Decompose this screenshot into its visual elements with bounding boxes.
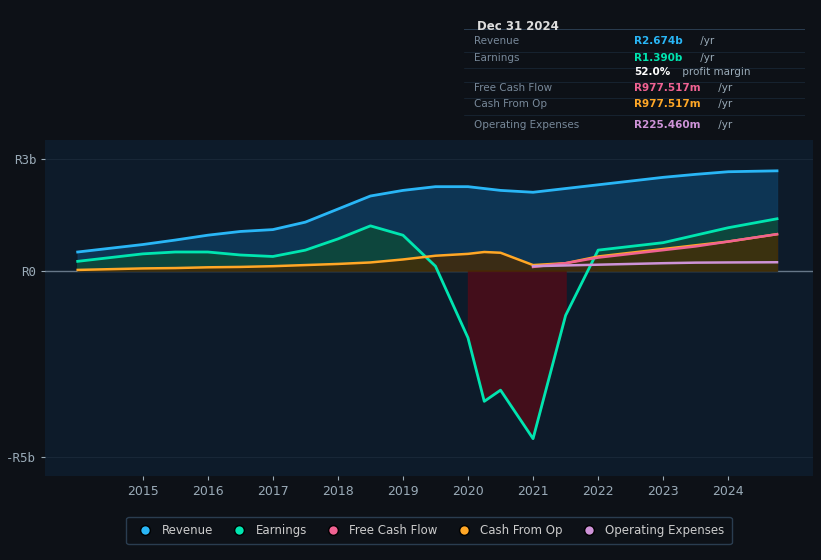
Text: R1.390b: R1.390b	[635, 53, 682, 63]
Legend: Revenue, Earnings, Free Cash Flow, Cash From Op, Operating Expenses: Revenue, Earnings, Free Cash Flow, Cash …	[126, 517, 732, 544]
Text: 52.0%: 52.0%	[635, 67, 671, 77]
Text: profit margin: profit margin	[679, 67, 750, 77]
Text: Cash From Op: Cash From Op	[474, 100, 547, 109]
Text: /yr: /yr	[715, 83, 732, 93]
Text: /yr: /yr	[715, 120, 732, 129]
Text: Earnings: Earnings	[474, 53, 520, 63]
Text: R2.674b: R2.674b	[635, 36, 683, 46]
Text: R977.517m: R977.517m	[635, 100, 701, 109]
Text: Free Cash Flow: Free Cash Flow	[474, 83, 553, 93]
Text: R977.517m: R977.517m	[635, 83, 701, 93]
Text: R225.460m: R225.460m	[635, 120, 700, 129]
Text: /yr: /yr	[697, 53, 714, 63]
Text: Operating Expenses: Operating Expenses	[474, 120, 580, 129]
Text: Revenue: Revenue	[474, 36, 519, 46]
Text: Dec 31 2024: Dec 31 2024	[478, 20, 559, 33]
Text: /yr: /yr	[715, 100, 732, 109]
Text: /yr: /yr	[697, 36, 714, 46]
